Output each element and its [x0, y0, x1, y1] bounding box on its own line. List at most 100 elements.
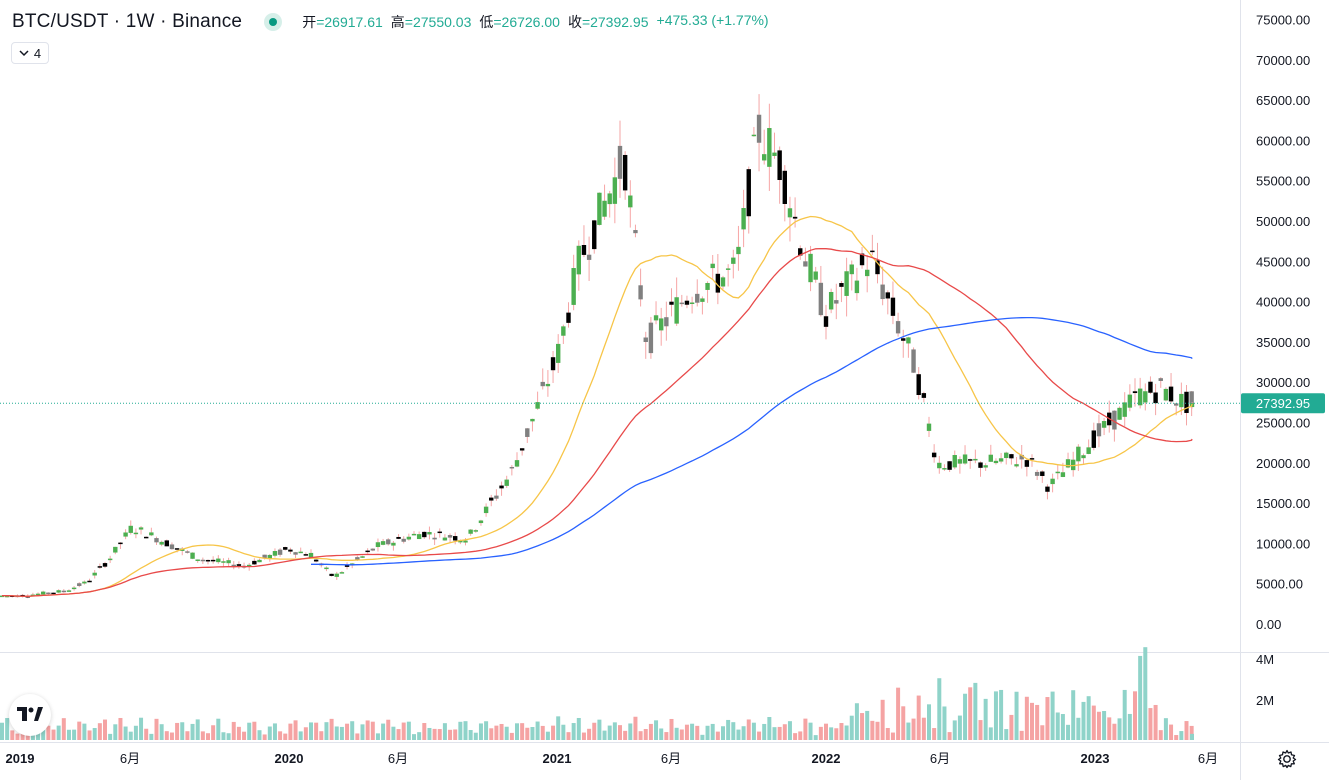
candle-body: [571, 268, 576, 305]
price-axis-label: 25000.00: [1256, 416, 1310, 431]
volume-bar: [1138, 655, 1143, 740]
symbol-title[interactable]: BTC/USDT · 1W · Binance: [12, 11, 243, 32]
candle-body: [643, 337, 648, 342]
price-axis-label: 70000.00: [1256, 53, 1310, 68]
volume-bar: [751, 722, 756, 740]
volume-bar: [247, 722, 252, 740]
candle-body: [865, 269, 870, 277]
volume-bar: [1076, 717, 1081, 740]
market-status-icon[interactable]: [264, 13, 283, 31]
volume-bar: [10, 730, 15, 740]
candle-body: [710, 263, 715, 269]
candle-body: [87, 580, 92, 583]
candle-body: [597, 192, 602, 225]
candle-body: [968, 459, 973, 461]
volume-bar: [942, 706, 947, 740]
volume-bar: [515, 723, 519, 740]
change-value: +475.33 (+1.77%): [656, 12, 769, 28]
candle-body: [628, 195, 633, 208]
candle-body: [1065, 459, 1071, 468]
candle-body: [931, 452, 937, 458]
candle-body: [159, 541, 164, 545]
volume-bar: [561, 724, 566, 740]
volume-bar: [571, 723, 576, 740]
volume-bar: [978, 720, 983, 740]
volume-bar: [674, 727, 679, 740]
volume-bar: [453, 729, 458, 740]
volume-bar: [334, 726, 339, 740]
volume-bar: [1066, 724, 1071, 740]
candle-body: [185, 551, 190, 553]
indicator-count: 4: [33, 45, 42, 61]
candle-body: [458, 540, 463, 543]
candle-body: [674, 297, 679, 324]
candle-body: [725, 268, 731, 270]
volume-bar: [648, 723, 653, 740]
volume-axis-label: 2M: [1256, 693, 1274, 708]
time-axis-label: 6月: [930, 751, 950, 766]
volume-bar: [242, 731, 247, 740]
candle-body: [736, 246, 741, 255]
volume-bar: [206, 733, 210, 740]
candle-body: [1143, 391, 1148, 403]
candle-body: [1050, 478, 1055, 485]
candle-body: [0, 595, 5, 598]
candle-body: [648, 322, 654, 354]
volume-bar: [535, 721, 540, 740]
candle-body: [1076, 446, 1081, 462]
candle-body: [751, 134, 757, 137]
tradingview-logo-icon[interactable]: [9, 694, 51, 736]
volume-bar: [932, 728, 937, 740]
candle-body: [504, 479, 509, 486]
volume-bar: [911, 718, 916, 740]
gear-icon[interactable]: [1276, 748, 1298, 770]
volume-bar: [885, 727, 890, 740]
candle-body: [834, 300, 839, 304]
volume-bar: [1060, 714, 1065, 740]
moving-average-line: [1, 247, 1193, 597]
candle-body: [633, 230, 638, 234]
volume-bar: [345, 723, 350, 740]
volume-bar: [298, 731, 303, 740]
candle-body: [617, 145, 623, 179]
candle-body: [247, 564, 252, 567]
candle-body: [267, 554, 272, 559]
time-axis-label: 6月: [661, 751, 681, 766]
volume-bar: [777, 726, 782, 740]
candle-body: [1132, 391, 1138, 394]
indicators-toggle-button[interactable]: 4: [11, 42, 49, 64]
candle-body: [772, 152, 777, 156]
volume-bar: [880, 699, 885, 740]
candle-body: [798, 248, 803, 256]
volume-bar: [937, 678, 942, 740]
candle-body: [540, 381, 545, 387]
candle-body: [653, 315, 659, 321]
volume-bar: [365, 720, 370, 740]
volume-bar: [1055, 712, 1060, 740]
volume-bar: [381, 723, 386, 740]
volume-bar: [824, 723, 828, 740]
volume-bar: [226, 733, 231, 740]
candle-body: [1091, 430, 1096, 448]
candle-body: [988, 454, 993, 462]
volume-bar: [1143, 647, 1148, 740]
close-label: 收: [567, 14, 582, 30]
volume-axis-label: 4M: [1256, 652, 1274, 667]
volume-bar: [139, 717, 144, 740]
candle-body: [370, 548, 375, 551]
volume-bar: [623, 730, 628, 740]
candle-body: [1168, 386, 1174, 402]
candle-body: [216, 558, 221, 563]
candle-body: [782, 170, 787, 204]
volume-bar: [587, 728, 592, 740]
volume-bar: [1163, 718, 1168, 740]
candle-body: [360, 556, 365, 558]
volume-bar: [1019, 730, 1024, 740]
volume-bar: [865, 710, 870, 740]
candle-body: [530, 418, 535, 422]
volume-bar: [798, 731, 803, 740]
volume-bar: [1158, 730, 1163, 740]
candle-body: [756, 114, 762, 143]
candle-body: [550, 357, 556, 371]
